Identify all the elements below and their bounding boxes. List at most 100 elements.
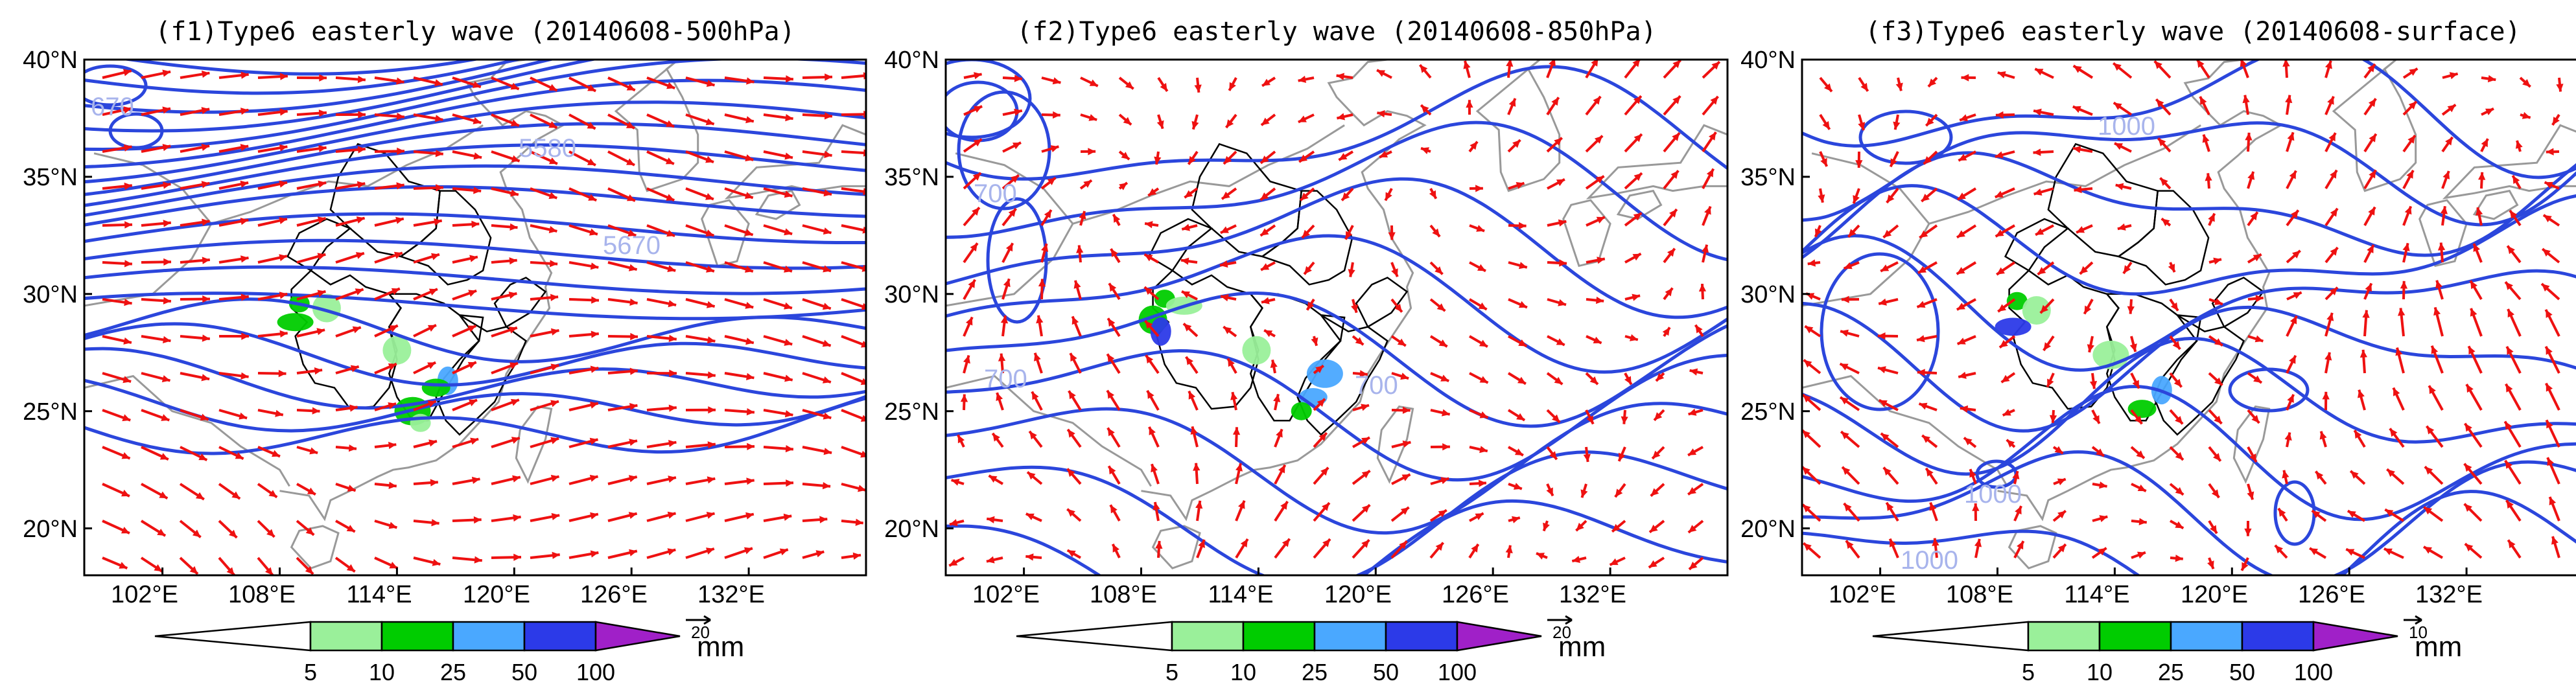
colorbar-box [1385, 621, 1458, 652]
wind-vector-head [2402, 243, 2410, 251]
wind-vector-head [202, 70, 210, 78]
wind-vector-head [823, 189, 832, 197]
lon-tick-label: 114°E [2064, 581, 2129, 608]
wind-vector-head [2202, 134, 2210, 143]
wind-vector-head [2383, 548, 2393, 555]
contour-line [946, 120, 1727, 262]
wind-vector-head [1123, 117, 1132, 125]
lon-tick-label: 108°E [1946, 581, 2013, 608]
wind-vector-head [1929, 502, 1937, 511]
wind-vector-head [1315, 365, 1324, 373]
wind-vector-head [1148, 188, 1157, 196]
wind-vector-head [2522, 79, 2531, 87]
wind-vector-head [1014, 108, 1022, 116]
wind-vector-head [159, 453, 169, 460]
wind-vector-head [1399, 541, 1407, 549]
wind-vector-head [745, 154, 754, 161]
wind-vector-head [589, 228, 598, 236]
wind-vector-head [1702, 244, 1709, 253]
lat-tick-label: 25°N [1740, 398, 1796, 426]
map-frame [1801, 58, 2576, 577]
wind-vector-head [2429, 385, 2436, 395]
wind-vector-head [241, 332, 249, 340]
wind-vector-head [1893, 121, 1901, 130]
colorbar-tick: 10 [2087, 659, 2113, 685]
wind-vector-head [2250, 212, 2258, 221]
wind-vector-head [1846, 540, 1854, 549]
lon-tick-labels: 102°E 108°E 114°E 120°E 126°E 132°E [111, 581, 765, 608]
wind-vector-head [626, 84, 635, 91]
contour-line [84, 143, 866, 207]
wind-vector-head [1596, 216, 1605, 224]
wind-vector-head [2365, 283, 2372, 292]
wind-vector-head [860, 450, 866, 458]
wind-vector-head [2175, 521, 2184, 529]
wind-vector-head [784, 410, 793, 418]
coastline [84, 60, 866, 569]
wind-vector-head [1518, 222, 1527, 230]
lon-tick-label: 120°E [463, 581, 530, 608]
wind-vector-head [389, 325, 398, 332]
contour-line [1802, 336, 2576, 476]
wind-vector-head [1619, 452, 1626, 461]
wind-vector-head [2197, 60, 2205, 68]
wind-vector-head [240, 108, 249, 115]
wind-vector-head [1050, 145, 1059, 152]
wind-vector [841, 150, 866, 155]
wind-vector-head [2367, 63, 2375, 73]
lat-tick-label: 35°N [1740, 164, 1796, 191]
wind-vector-head [2546, 346, 2553, 355]
wind-vector-head [1235, 463, 1243, 472]
wind-vector-head [2012, 471, 2020, 479]
wind-vector-head [626, 194, 635, 201]
wind-vector-head [1322, 503, 1329, 511]
wind-vector-head [1841, 431, 1849, 440]
wind-vector-head [2551, 536, 2558, 545]
wind-vector-head [1025, 553, 1034, 561]
province-border [286, 218, 352, 272]
lon-tick-label: 102°E [972, 581, 1040, 608]
wind-vector-head [2213, 453, 2221, 461]
colorbar-low-triangle [1016, 621, 1173, 652]
wind-vector-head [123, 106, 132, 114]
height-contours [84, 60, 866, 455]
contour-label: 700 [984, 365, 1027, 393]
wind-vector-head [2287, 394, 2294, 403]
axis-ticks [84, 58, 750, 575]
colorbar-box [2098, 621, 2172, 652]
wind-vector-head [121, 527, 130, 534]
wind-vector-head [1298, 75, 1307, 83]
wind-vector-head [1190, 426, 1198, 435]
wind-vector-head [471, 220, 480, 228]
wind-vector-head [1276, 429, 1283, 438]
wind-vector-head [319, 74, 327, 82]
wind-vector-head [590, 365, 599, 373]
wind-vector-head [509, 223, 518, 231]
wind-vector-head [123, 144, 132, 152]
wind-vector-head [427, 362, 436, 369]
coastline-segment [84, 374, 290, 487]
wind-vector-head [124, 182, 132, 190]
wind-vector-head [355, 252, 364, 259]
wind-vector-head [1593, 336, 1602, 343]
wind-vector-head [2138, 518, 2147, 525]
wind-vector-head [2114, 143, 2123, 150]
rain-patch [1291, 402, 1312, 420]
wind-vector-head [1995, 111, 2004, 119]
wind-vector-head [1840, 363, 1849, 371]
wind-vector-head [1558, 299, 1566, 306]
wind-vector-head [1186, 356, 1193, 365]
wind-vector-head [1475, 513, 1484, 520]
lon-tick-labels: 102°E 108°E 114°E 120°E 126°E 132°E [972, 581, 1626, 608]
wind-vector-head [786, 479, 793, 487]
wind-vector-head [1855, 160, 1863, 168]
wind-vector-head [1298, 115, 1307, 122]
contour-line [84, 378, 866, 433]
wind-vector-head [2072, 106, 2081, 113]
wind-vector-head [2385, 509, 2394, 517]
wind-vector-head [388, 481, 397, 489]
wind-vector-head [189, 566, 198, 574]
wind-vector-head [279, 144, 288, 152]
contour-line [1802, 60, 2576, 179]
